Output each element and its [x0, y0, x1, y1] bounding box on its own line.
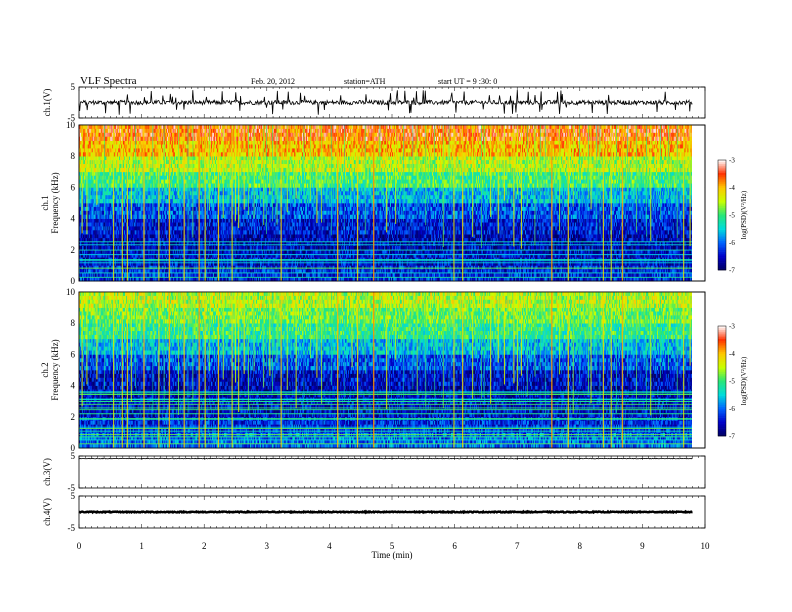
y-tick-label: 0 [71, 276, 76, 286]
figure-title: VLF Spectra [80, 75, 137, 87]
ch1_spectrogram-cells [79, 125, 692, 281]
ch1_spectrogram-channel-label: ch.1 [40, 195, 50, 210]
y-tick-label: 4 [71, 214, 76, 224]
y-tick-label: 5 [71, 82, 76, 92]
ch1_spectrogram-freq-label: Frequency (kHz) [50, 172, 60, 233]
station-label: station=ATH [344, 77, 386, 86]
start-time-label: start UT = 9 :30: 0 [438, 77, 497, 86]
date-label: Feb. 20, 2012 [251, 77, 295, 86]
ch1_waveform-label: ch.1(V) [42, 89, 52, 117]
ch1_waveform-trace [79, 90, 692, 115]
y-tick-label: 8 [71, 151, 76, 161]
y-tick-label: 6 [71, 182, 76, 192]
y-tick-label: 2 [71, 245, 76, 255]
y-tick-label: 10 [66, 120, 76, 130]
